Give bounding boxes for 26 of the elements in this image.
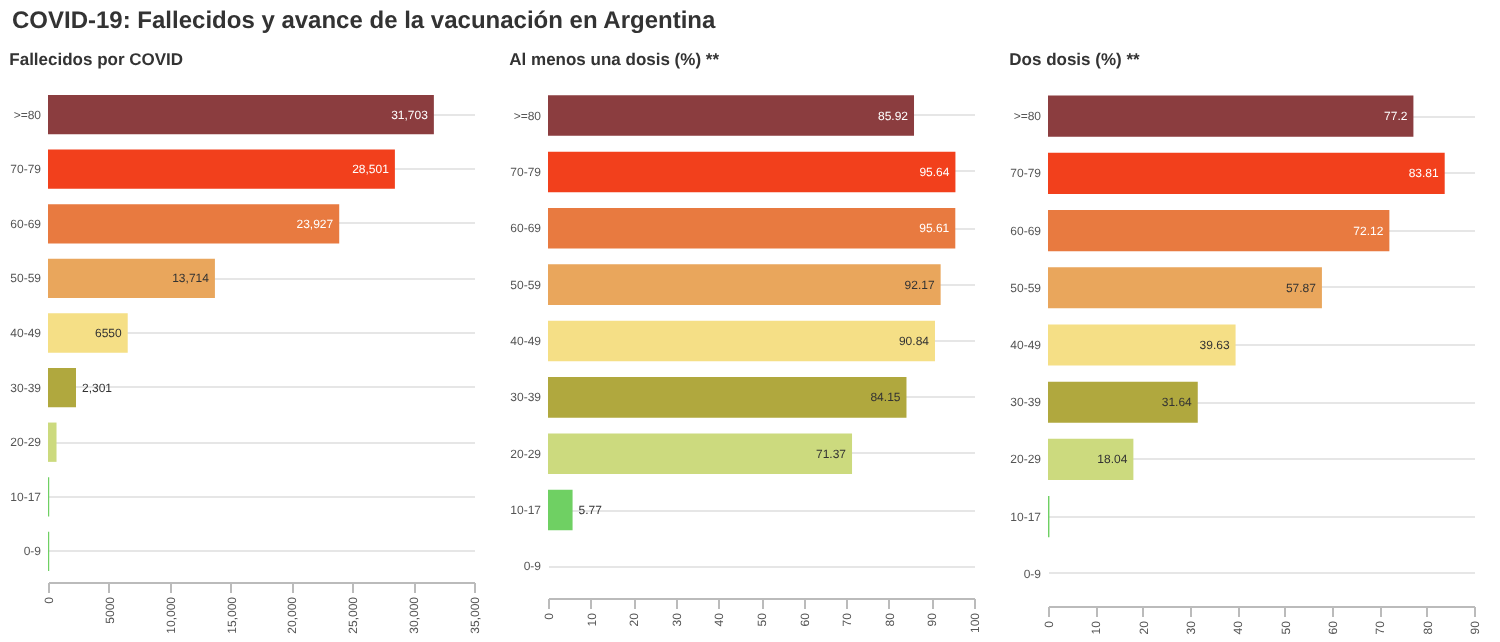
bar <box>548 95 915 136</box>
bar <box>548 377 907 418</box>
bar <box>548 433 853 475</box>
bar <box>1048 267 1322 309</box>
chart-title: Al menos una dosis (%) ** <box>509 49 721 69</box>
bar <box>548 320 935 362</box>
bar <box>1048 95 1414 137</box>
bar <box>1048 381 1198 423</box>
chart-title: Fallecidos por COVID <box>9 49 184 69</box>
bar <box>48 258 215 299</box>
bar <box>548 207 956 249</box>
text: COVID-19: Fallecidos y avance de la vacunación en Argentina <box>12 6 718 34</box>
bar <box>1048 152 1445 194</box>
bar <box>48 313 128 353</box>
bar <box>1048 438 1134 481</box>
bar <box>548 489 573 531</box>
bar <box>48 367 77 408</box>
bar <box>48 149 395 189</box>
bar <box>48 422 57 462</box>
bar <box>548 264 941 305</box>
bar <box>1048 324 1236 366</box>
chart-title: Dos dosis (%) ** <box>1009 49 1142 69</box>
bar <box>548 151 956 193</box>
bar <box>48 94 434 135</box>
bar <box>48 204 340 244</box>
bar <box>1048 209 1390 252</box>
